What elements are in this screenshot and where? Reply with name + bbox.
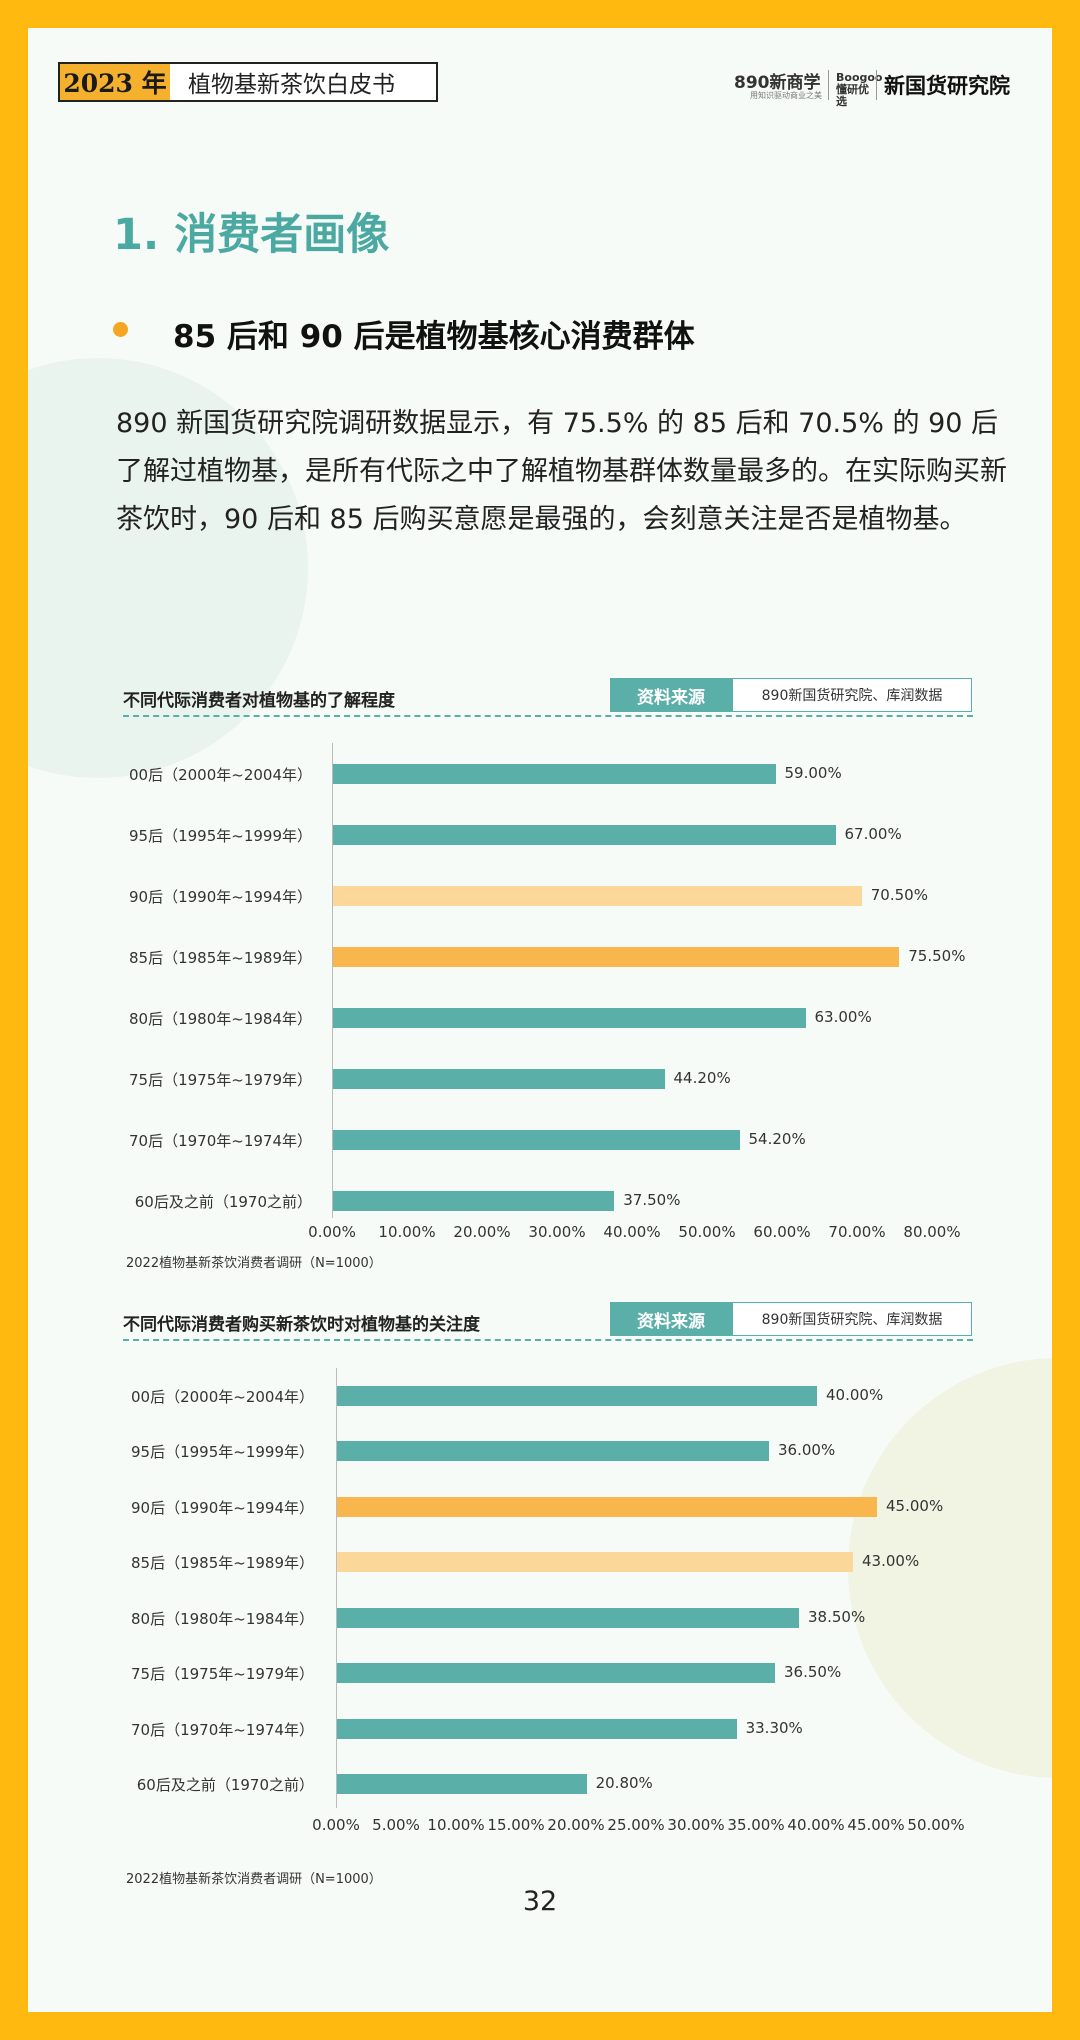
chart2-category-label: 90后（1990年~1994年）: [130, 1498, 314, 1517]
chart2-title: 不同代际消费者购买新茶饮时对植物基的关注度: [123, 1315, 480, 1335]
chart2-divider: [123, 1339, 973, 1341]
chart1-value-label: 67.00%: [844, 824, 902, 843]
chart1-category-label: 95后（1995年~1999年）: [128, 826, 312, 845]
logo-divider: [876, 70, 877, 100]
chart1-note: 2022植物基新茶饮消费者调研（N=1000）: [126, 1256, 382, 1271]
chart1-category-label: 60后及之前（1970之前）: [134, 1192, 312, 1211]
page: 2023 年 植物基新茶饮白皮书 890新商学 用知识驱动商业之美 Boogoo…: [28, 28, 1052, 2012]
chart1-title: 不同代际消费者对植物基的了解程度: [123, 691, 395, 711]
chart1-bar: [333, 885, 862, 906]
section-title: 1. 消费者画像: [113, 210, 390, 260]
chart2-value-label: 38.50%: [808, 1607, 866, 1626]
chart2-bar: [337, 1441, 769, 1462]
chart1-bar: [333, 1190, 615, 1211]
chart2-tick-label: 40.00%: [787, 1816, 845, 1834]
chart2-tick-label: 20.00%: [547, 1816, 605, 1834]
logo-new-goods-institute: 新国货研究院: [884, 74, 1010, 98]
chart2-source-text: 890新国货研究院、库润数据: [732, 1302, 972, 1336]
chart1-category-label: 75后（1975年~1979年）: [128, 1070, 312, 1089]
chart1-source-text: 890新国货研究院、库润数据: [732, 678, 972, 712]
chart2-category-label: 95后（1995年~1999年）: [130, 1443, 314, 1462]
chart1-value-label: 59.00%: [784, 763, 842, 782]
chart1-tick-label: 10.00%: [378, 1223, 436, 1241]
logo-divider: [828, 70, 829, 100]
chart2-bar: [337, 1663, 775, 1684]
chart1-tick-label: 70.00%: [828, 1223, 886, 1241]
chart1-bar: [333, 1007, 806, 1028]
chart2-y-axis: [336, 1368, 337, 1808]
header-year-badge: 2023 年: [58, 62, 172, 102]
chart2-bar: [337, 1774, 587, 1795]
chart2-bar: [337, 1496, 877, 1517]
chart2-value-label: 36.00%: [778, 1441, 836, 1460]
chart2-bar: [337, 1385, 817, 1406]
chart1-bar: [333, 1068, 665, 1089]
chart1-tick-label: 40.00%: [603, 1223, 661, 1241]
chart1-value-label: 63.00%: [814, 1007, 872, 1026]
chart2-tick-label: 50.00%: [907, 1816, 965, 1834]
chart1-y-axis: [332, 743, 333, 1218]
chart2-tick-label: 0.00%: [312, 1816, 360, 1834]
chart1-value-label: 54.20%: [748, 1129, 806, 1148]
chart2-bar: [337, 1607, 799, 1628]
chart1-category-label: 85后（1985年~1989年）: [128, 948, 312, 967]
chart2-tick-label: 35.00%: [727, 1816, 785, 1834]
chart2-value-label: 36.50%: [784, 1663, 842, 1682]
chart2-value-label: 20.80%: [595, 1774, 653, 1793]
body-paragraph: 890 新国货研究院调研数据显示，有 75.5% 的 85 后和 70.5% 的…: [116, 408, 1007, 535]
chart1-bar: [333, 763, 776, 784]
chart1-value-label: 75.50%: [908, 946, 966, 965]
chart1-value-label: 70.50%: [870, 885, 928, 904]
chart2-category-label: 85后（1985年~1989年）: [130, 1554, 314, 1573]
bullet-dot-icon: [113, 322, 128, 337]
chart2-bar: [337, 1718, 737, 1739]
chart2-category-label: 70后（1970年~1974年）: [130, 1720, 314, 1739]
chart1-tick-label: 80.00%: [903, 1223, 961, 1241]
chart2-tick-label: 10.00%: [427, 1816, 485, 1834]
page-number: 32: [522, 1886, 558, 1917]
chart1-value-label: 37.50%: [623, 1190, 681, 1209]
chart1-tick-label: 30.00%: [528, 1223, 586, 1241]
header-title: 植物基新茶饮白皮书: [170, 62, 438, 102]
chart2-note: 2022植物基新茶饮消费者调研（N=1000）: [126, 1872, 382, 1887]
chart1-bar: [333, 824, 836, 845]
logo-890-text: 890新商学: [734, 73, 821, 93]
chart2-tick-label: 30.00%: [667, 1816, 725, 1834]
chart1-category-label: 80后（1980年~1984年）: [128, 1009, 312, 1028]
chart2-value-label: 43.00%: [862, 1552, 920, 1571]
chart2-value-label: 40.00%: [826, 1385, 884, 1404]
chart1-category-label: 90后（1990年~1994年）: [128, 887, 312, 906]
chart2-value-label: 45.00%: [886, 1496, 944, 1515]
chart2-source-label: 资料来源: [610, 1302, 732, 1336]
chart1-tick-label: 20.00%: [453, 1223, 511, 1241]
chart2-category-label: 60后及之前（1970之前）: [136, 1776, 314, 1795]
chart2-tick-label: 15.00%: [487, 1816, 545, 1834]
logo-890-subtitle: 用知识驱动商业之美: [750, 91, 822, 100]
chart1-bar: [333, 1129, 740, 1150]
subheading: 85 后和 90 后是植物基核心消费群体: [173, 319, 695, 355]
chart2-tick-label: 25.00%: [607, 1816, 665, 1834]
chart2-tick-label: 5.00%: [372, 1816, 420, 1834]
chart1-tick-label: 60.00%: [753, 1223, 811, 1241]
chart2-tick-label: 45.00%: [847, 1816, 905, 1834]
chart2-category-label: 75后（1975年~1979年）: [130, 1665, 314, 1684]
chart1-value-label: 44.20%: [673, 1068, 731, 1087]
chart1-category-label: 00后（2000年~2004年）: [128, 765, 312, 784]
chart1-bar: [333, 946, 900, 967]
chart1-source-label: 资料来源: [610, 678, 732, 712]
chart2-bar: [337, 1552, 853, 1573]
chart2-category-label: 00后（2000年~2004年）: [130, 1387, 314, 1406]
chart1-divider: [123, 715, 973, 717]
chart1-tick-label: 0.00%: [308, 1223, 356, 1241]
chart1-tick-label: 50.00%: [678, 1223, 736, 1241]
logo-boogoo: Boogoo 懂研优选: [836, 71, 883, 108]
chart2-category-label: 80后（1980年~1984年）: [130, 1609, 314, 1628]
chart1-category-label: 70后（1970年~1974年）: [128, 1131, 312, 1150]
chart2-value-label: 33.30%: [745, 1718, 803, 1737]
